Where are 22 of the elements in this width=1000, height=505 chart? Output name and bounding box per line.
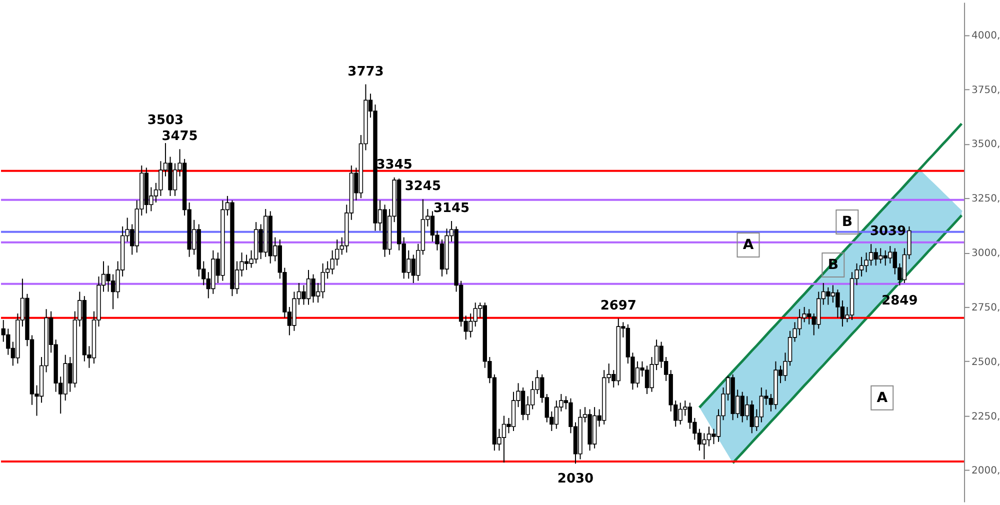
y-tick-label: 3750, [972, 84, 1000, 96]
line-series [698, 122, 963, 409]
annotation: 2697 [600, 298, 636, 314]
annotation: 2849 [882, 293, 918, 308]
annotation: 3245 [404, 179, 441, 194]
y-tick-label: 2750, [972, 302, 1000, 314]
annotation: B [842, 214, 852, 230]
annotation: 3475 [162, 129, 198, 144]
y-tick-label: 2500, [972, 356, 1000, 368]
y-tick-label: 2000, [972, 466, 1000, 477]
annotation: 3145 [433, 200, 470, 216]
annotation: 3773 [348, 64, 384, 80]
annotation: 3503 [147, 113, 184, 128]
annotation: 3039 [870, 224, 906, 240]
y-tick-label: 3250, [972, 194, 1000, 205]
annotation: 2030 [557, 472, 594, 487]
y-tick-label: 2250, [972, 411, 1000, 422]
y-tick-label: 3000, [972, 248, 1000, 260]
y-tick-label: 3500, [972, 139, 1000, 150]
line-series [732, 214, 963, 464]
annotation: A [876, 390, 888, 406]
y-tick-label: 4000, [972, 30, 1000, 42]
